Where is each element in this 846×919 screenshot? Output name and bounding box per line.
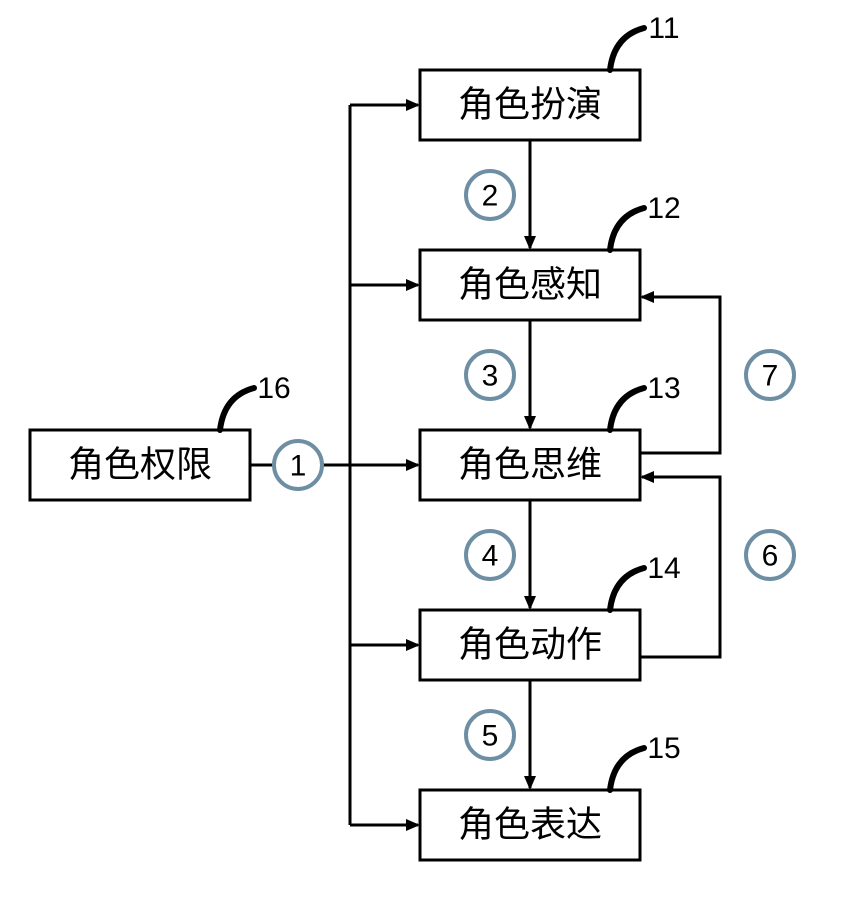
- ref-number: 13: [647, 372, 680, 405]
- edge-label-e6: 6: [746, 531, 794, 579]
- node-label: 角色表达: [458, 804, 602, 845]
- node-n14: 角色动作 14: [420, 552, 681, 680]
- ref-flag: [610, 28, 644, 70]
- edge-label-e7: 7: [746, 351, 794, 399]
- ref-flag: [610, 388, 644, 430]
- ref-number: 16: [257, 372, 290, 405]
- ref-flag: [220, 388, 254, 430]
- node-label: 角色思维: [458, 444, 602, 485]
- node-n12: 角色感知 12: [420, 192, 681, 320]
- ref-number: 15: [647, 732, 680, 765]
- edge-label-e5: 5: [466, 711, 514, 759]
- ref-number: 12: [647, 192, 680, 225]
- edge-label-number: 1: [290, 450, 307, 483]
- node-n15: 角色表达 15: [420, 732, 681, 860]
- node-label: 角色感知: [458, 264, 602, 305]
- edge-label-number: 4: [482, 540, 499, 573]
- edge-label-number: 3: [482, 360, 499, 393]
- edge-label-number: 7: [762, 360, 779, 393]
- edge-label-number: 6: [762, 540, 779, 573]
- node-label: 角色扮演: [458, 84, 602, 125]
- edge-label-e3: 3: [466, 351, 514, 399]
- node-label: 角色动作: [458, 624, 602, 665]
- edge-label-e4: 4: [466, 531, 514, 579]
- edge-label-e1: 1: [274, 441, 322, 489]
- diagram-canvas: 角色扮演11角色感知12角色思维13角色动作14角色表达15角色权限16 123…: [0, 0, 846, 919]
- ref-flag: [610, 208, 644, 250]
- node-n16: 角色权限 16: [30, 372, 291, 500]
- ref-number: 11: [648, 12, 679, 45]
- ref-flag: [610, 748, 644, 790]
- node-n11: 角色扮演 11: [420, 12, 680, 140]
- node-n13: 角色思维 13: [420, 372, 681, 500]
- node-label: 角色权限: [68, 444, 212, 485]
- edge-label-number: 2: [482, 180, 499, 213]
- ref-flag: [610, 568, 644, 610]
- edge-label-number: 5: [482, 720, 499, 753]
- edge-label-e2: 2: [466, 171, 514, 219]
- nodes-layer: 角色扮演11角色感知12角色思维13角色动作14角色表达15角色权限16: [30, 12, 681, 860]
- ref-number: 14: [647, 552, 680, 585]
